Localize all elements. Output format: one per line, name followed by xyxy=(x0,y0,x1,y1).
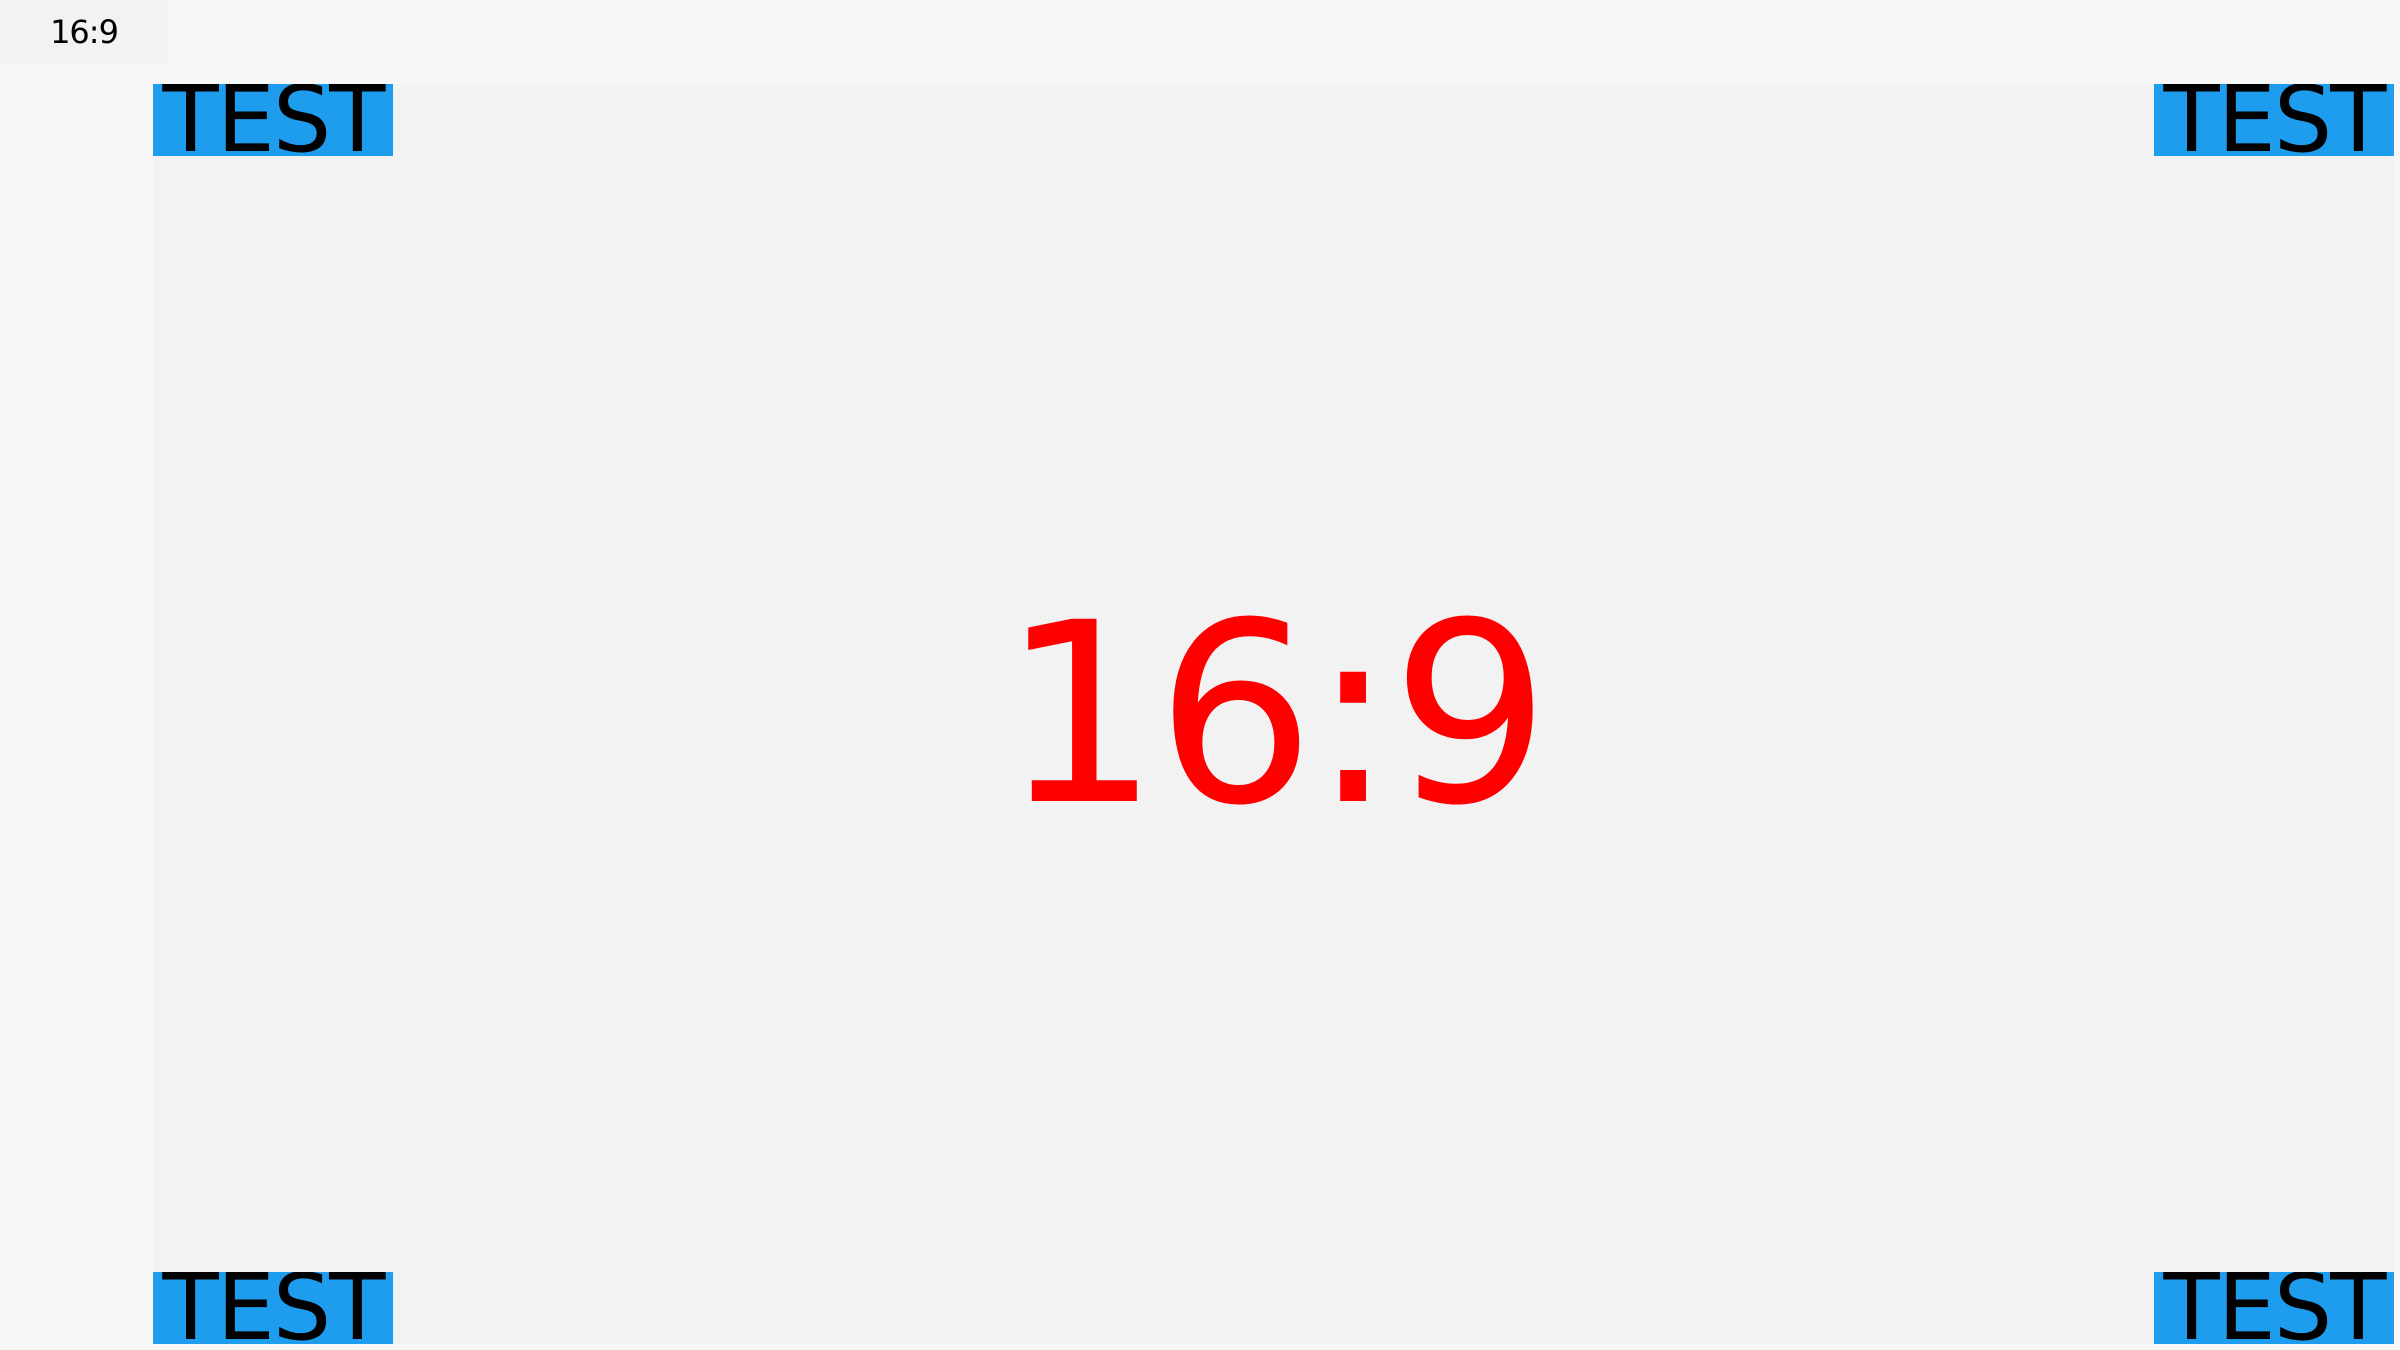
aspect-ratio-tab[interactable]: 16:9 xyxy=(0,0,168,64)
corner-label-bottom-right: TEST xyxy=(2154,1272,2394,1344)
aspect-ratio-tab-label: 16:9 xyxy=(50,13,119,51)
corner-label-bottom-left: TEST xyxy=(153,1272,393,1344)
corner-label-top-left: TEST xyxy=(153,84,393,156)
test-pattern-stage: TEST TEST TEST TEST 16:9 xyxy=(153,84,2394,1344)
aspect-ratio-center-label: 16:9 xyxy=(1000,568,1550,860)
corner-label-top-right: TEST xyxy=(2154,84,2394,156)
